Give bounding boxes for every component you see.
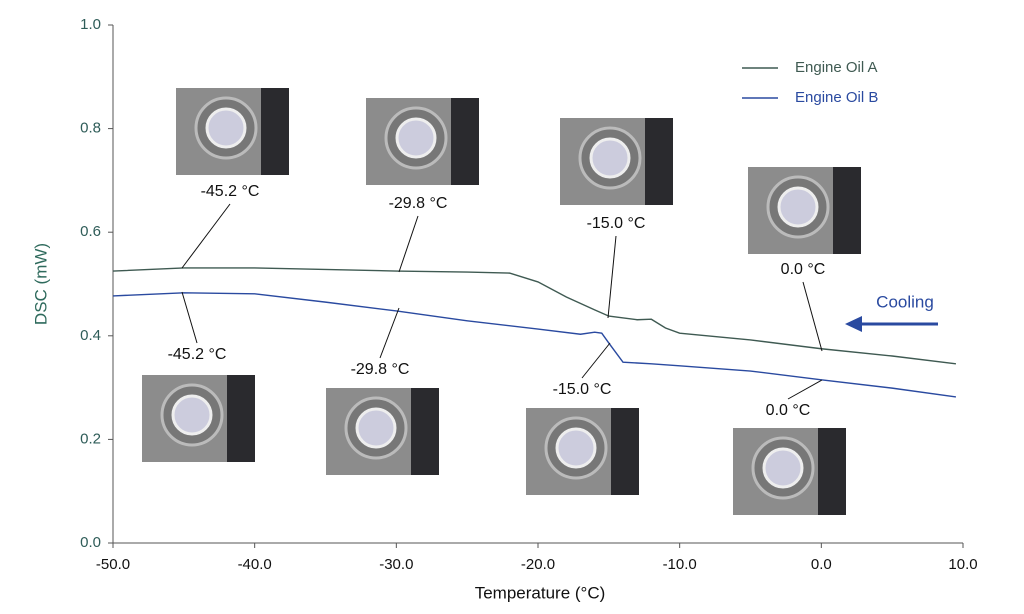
photo bbox=[526, 408, 639, 495]
photo bbox=[560, 118, 673, 205]
annotation: 0.0 °C bbox=[766, 402, 811, 419]
photo-rim bbox=[645, 118, 673, 205]
x-tick-label: 10.0 bbox=[948, 556, 977, 573]
photo-sample bbox=[589, 137, 631, 179]
x-tick-label: -40.0 bbox=[238, 556, 272, 573]
annotation: 0.0 °C bbox=[781, 261, 826, 278]
photo-rim bbox=[261, 88, 289, 175]
annotation-leader bbox=[787, 379, 823, 400]
photo-sample bbox=[205, 107, 247, 149]
x-tick-label: 0.0 bbox=[811, 556, 832, 573]
annotation: -45.2 °C bbox=[201, 183, 260, 200]
x-tick-label: -30.0 bbox=[379, 556, 413, 573]
photo-sample bbox=[355, 407, 397, 449]
y-tick-label: 0.0 bbox=[80, 534, 101, 551]
photo-rim bbox=[227, 375, 255, 462]
annotation: -45.2 °C bbox=[168, 346, 227, 363]
annotation: -15.0 °C bbox=[587, 215, 646, 232]
legend-label: Engine Oil A bbox=[795, 59, 878, 76]
cooling-arrowhead bbox=[845, 316, 862, 332]
annotation-leader bbox=[607, 235, 617, 319]
photo-sample bbox=[777, 186, 819, 228]
photo-rim bbox=[833, 167, 861, 254]
photo bbox=[176, 88, 289, 175]
photo-sample bbox=[395, 117, 437, 159]
annotation: -29.8 °C bbox=[389, 195, 448, 212]
x-tick-label: -20.0 bbox=[521, 556, 555, 573]
x-axis-label: Temperature (°C) bbox=[475, 583, 606, 602]
series-line bbox=[112, 292, 957, 398]
legend-label: Engine Oil B bbox=[795, 89, 878, 106]
annotation: -15.0 °C bbox=[553, 381, 612, 398]
photo bbox=[366, 98, 479, 185]
y-tick-label: 0.4 bbox=[80, 327, 101, 344]
annotation: -29.8 °C bbox=[351, 361, 410, 378]
photo bbox=[142, 375, 255, 462]
annotation-leader bbox=[181, 203, 231, 269]
annotation-leader bbox=[802, 281, 823, 352]
y-axis-label: DSC (mW) bbox=[31, 243, 50, 325]
annotation: Cooling bbox=[876, 292, 934, 311]
annotation-leader bbox=[398, 215, 419, 273]
photo-rim bbox=[818, 428, 846, 515]
annotation-leader bbox=[379, 307, 400, 359]
photo bbox=[748, 167, 861, 254]
annotation-leader bbox=[181, 291, 198, 344]
y-tick-label: 0.8 bbox=[80, 120, 101, 137]
photo-rim bbox=[451, 98, 479, 185]
series-line bbox=[112, 267, 957, 365]
photo-rim bbox=[411, 388, 439, 475]
annotation-leader bbox=[581, 342, 611, 379]
photo bbox=[326, 388, 439, 475]
y-tick-label: 0.6 bbox=[80, 223, 101, 240]
x-tick-label: -50.0 bbox=[96, 556, 130, 573]
photo bbox=[733, 428, 846, 515]
photo-sample bbox=[171, 394, 213, 436]
x-tick-label: -10.0 bbox=[663, 556, 697, 573]
photo-sample bbox=[555, 427, 597, 469]
photo-rim bbox=[611, 408, 639, 495]
photo-sample bbox=[762, 447, 804, 489]
y-tick-label: 0.2 bbox=[80, 430, 101, 447]
y-tick-label: 1.0 bbox=[80, 16, 101, 33]
